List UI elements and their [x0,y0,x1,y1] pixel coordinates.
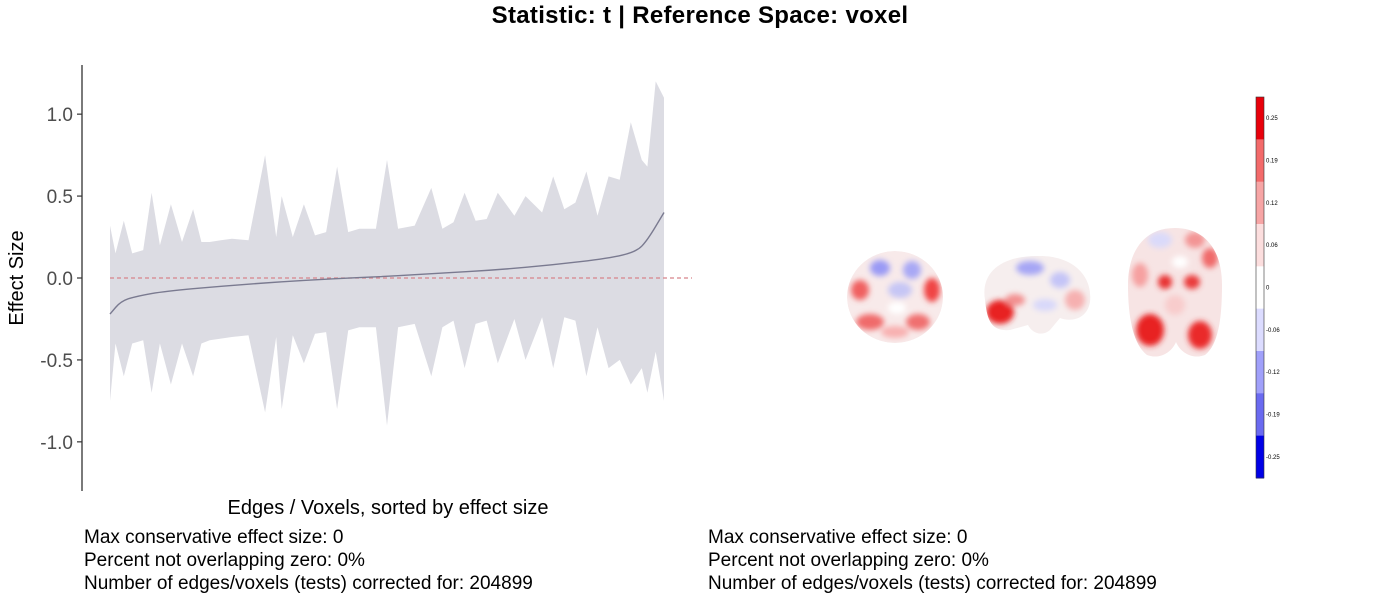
colorbar-segment [1256,181,1264,225]
colorbar-segment [1256,393,1264,437]
effect-size-chart: 1.0 0.5 0.0 -0.5 -1.0 Effect Size Edges / Vo… [6,65,692,519]
brain-sagittal-slice [984,255,1091,334]
colorbar-segment [1256,97,1264,140]
colorbar-label: 0.25 [1266,116,1278,122]
confidence-band [110,81,664,426]
max-effect-size-text: Max conservative effect size: 0 [84,527,344,548]
effect-size-line [109,212,665,315]
percent-not-overlapping-text: Percent not overlapping zero: 0% [708,550,989,571]
colorbar-segment [1256,308,1264,352]
y-tick-label: 1.0 [47,105,73,126]
colorbar-segment [1256,435,1264,479]
y-tick-label: 0.0 [47,269,73,290]
tests-corrected-text: Number of edges/voxels (tests) corrected… [84,573,533,594]
y-ticks: 1.0 0.5 0.0 -0.5 -1.0 [40,105,82,454]
stats-right: Max conservative effect size: 0 Percent … [708,526,1157,595]
colorbar-label: -0.19 [1266,413,1280,419]
colorbar-segment [1256,224,1264,267]
percent-not-overlapping-text: Percent not overlapping zero: 0% [84,550,365,571]
stats-left: Max conservative effect size: 0 Percent … [84,526,533,595]
brain-coronal-slice [847,251,943,343]
colorbar-label: -0.06 [1266,328,1280,334]
y-axis-title: Effect Size [6,230,28,325]
colorbar-label: 0.19 [1266,159,1278,165]
colorbar-outline [1255,96,1265,479]
y-tick-label: -0.5 [40,351,73,372]
colorbar-label: 0 [1266,286,1270,292]
tests-corrected-text: Number of edges/voxels (tests) corrected… [708,573,1157,594]
colorbar-label: -0.12 [1266,370,1280,376]
colorbar: 0.25 0.19 0.12 0.06 0 -0.06 -0.12 -0.19 -0.25 [1255,96,1280,479]
x-axis-title: Edges / Voxels, sorted by effect size [228,497,549,519]
colorbar-segment [1256,139,1264,183]
max-effect-size-text: Max conservative effect size: 0 [708,527,968,548]
chart-title: Statistic: t | Reference Space: voxel [491,2,909,29]
colorbar-label: 0.06 [1266,243,1278,249]
colorbar-label: -0.25 [1266,455,1280,461]
colorbar-segment [1256,351,1264,394]
y-tick-label: 0.5 [47,187,73,208]
brain-axial-slice [1128,228,1222,357]
colorbar-segment [1256,266,1264,310]
y-tick-label: -1.0 [40,433,73,454]
colorbar-label: 0.12 [1266,201,1278,207]
